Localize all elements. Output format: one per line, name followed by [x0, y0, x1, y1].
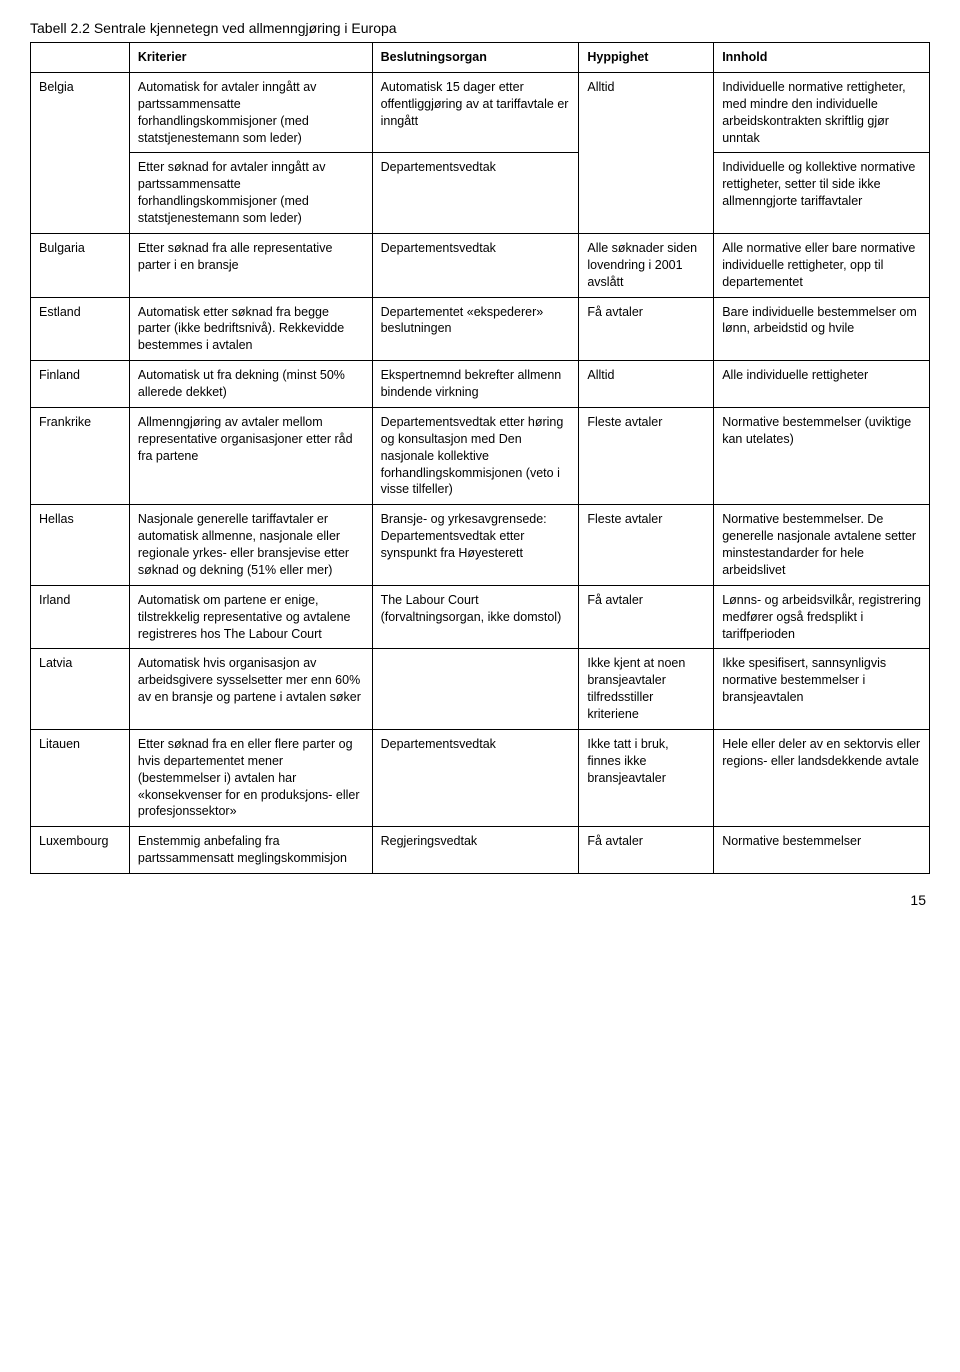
cell-hypp: Få avtaler — [579, 585, 714, 649]
cell-innhold: Alle individuelle rettigheter — [714, 361, 930, 408]
header-innhold: Innhold — [714, 43, 930, 73]
country-cell: Finland — [31, 361, 130, 408]
country-cell: Luxembourg — [31, 827, 130, 874]
cell-innhold: Normative bestemmelser (uviktige kan ute… — [714, 407, 930, 504]
table-row: Irland Automatisk om partene er enige, t… — [31, 585, 930, 649]
cell-kriterier: Automatisk om partene er enige, tilstrek… — [129, 585, 372, 649]
cell-beslut: Departementsvedtak — [372, 233, 579, 297]
cell-kriterier: Nasjonale generelle tariffavtaler er aut… — [129, 505, 372, 586]
cell-kriterier: Automatisk for avtaler inngått av partss… — [129, 72, 372, 153]
cell-innhold: Individuelle og kollektive normative ret… — [714, 153, 930, 234]
cell-kriterier: Automatisk hvis organisasjon av arbeidsg… — [129, 649, 372, 730]
table-row: Litauen Etter søknad fra en eller flere … — [31, 729, 930, 826]
cell-innhold: Bare individuelle bestemmelser om lønn, … — [714, 297, 930, 361]
cell-hypp: Få avtaler — [579, 297, 714, 361]
cell-beslut: Bransje- og yrkesavgrensede: Departement… — [372, 505, 579, 586]
cell-beslut: Regjeringsvedtak — [372, 827, 579, 874]
cell-hypp: Få avtaler — [579, 827, 714, 874]
main-table: Kriterier Beslutningsorgan Hyppighet Inn… — [30, 42, 930, 874]
country-cell: Estland — [31, 297, 130, 361]
cell-hypp: Alle søknader siden lovendring i 2001 av… — [579, 233, 714, 297]
table-title: Tabell 2.2 Sentrale kjennetegn ved allme… — [30, 20, 930, 36]
cell-innhold: Normative bestemmelser — [714, 827, 930, 874]
cell-innhold: Lønns- og arbeidsvilkår, registrering me… — [714, 585, 930, 649]
cell-kriterier: Etter søknad for avtaler inngått av part… — [129, 153, 372, 234]
cell-kriterier: Etter søknad fra en eller flere parter o… — [129, 729, 372, 826]
header-hyppighet: Hyppighet — [579, 43, 714, 73]
cell-hypp: Fleste avtaler — [579, 407, 714, 504]
header-beslutningsorgan: Beslutningsorgan — [372, 43, 579, 73]
country-cell: Belgia — [31, 72, 130, 233]
table-row: Belgia Automatisk for avtaler inngått av… — [31, 72, 930, 153]
cell-innhold: Normative bestemmelser. De generelle nas… — [714, 505, 930, 586]
header-kriterier: Kriterier — [129, 43, 372, 73]
table-row: Finland Automatisk ut fra dekning (minst… — [31, 361, 930, 408]
table-row: Estland Automatisk etter søknad fra begg… — [31, 297, 930, 361]
cell-kriterier: Etter søknad fra alle representative par… — [129, 233, 372, 297]
country-cell: Frankrike — [31, 407, 130, 504]
cell-beslut: Ekspertnemnd bekrefter allmenn bindende … — [372, 361, 579, 408]
cell-hypp: Ikke kjent at noen bransjeavtaler tilfre… — [579, 649, 714, 730]
cell-innhold: Hele eller deler av en sektorvis eller r… — [714, 729, 930, 826]
cell-kriterier: Allmenngjøring av avtaler mellom represe… — [129, 407, 372, 504]
table-row: Etter søknad for avtaler inngått av part… — [31, 153, 930, 234]
table-row: Hellas Nasjonale generelle tariffavtaler… — [31, 505, 930, 586]
cell-beslut: Departementsvedtak — [372, 729, 579, 826]
cell-beslut: Departementsvedtak etter høring og konsu… — [372, 407, 579, 504]
page-number: 15 — [30, 892, 930, 908]
cell-hypp: Fleste avtaler — [579, 505, 714, 586]
table-row: Frankrike Allmenngjøring av avtaler mell… — [31, 407, 930, 504]
cell-beslut: The Labour Court (forvaltningsorgan, ikk… — [372, 585, 579, 649]
header-blank — [31, 43, 130, 73]
table-row: Luxembourg Enstemmig anbefaling fra part… — [31, 827, 930, 874]
country-cell: Litauen — [31, 729, 130, 826]
cell-innhold: Ikke spesifisert, sannsynligvis normativ… — [714, 649, 930, 730]
table-row: Bulgaria Etter søknad fra alle represent… — [31, 233, 930, 297]
table-row: Latvia Automatisk hvis organisasjon av a… — [31, 649, 930, 730]
country-cell: Bulgaria — [31, 233, 130, 297]
cell-kriterier: Enstemmig anbefaling fra partssammensatt… — [129, 827, 372, 874]
cell-beslut — [372, 649, 579, 730]
country-cell: Latvia — [31, 649, 130, 730]
cell-beslut: Departementet «ekspederer» beslutningen — [372, 297, 579, 361]
cell-beslut: Automatisk 15 dager etter offentliggjøri… — [372, 72, 579, 153]
cell-hypp: Alltid — [579, 361, 714, 408]
cell-kriterier: Automatisk etter søknad fra begge parter… — [129, 297, 372, 361]
cell-hypp: Ikke tatt i bruk, finnes ikke bransjeavt… — [579, 729, 714, 826]
country-cell: Irland — [31, 585, 130, 649]
cell-kriterier: Automatisk ut fra dekning (minst 50% all… — [129, 361, 372, 408]
cell-innhold: Alle normative eller bare normative indi… — [714, 233, 930, 297]
header-row: Kriterier Beslutningsorgan Hyppighet Inn… — [31, 43, 930, 73]
cell-hypp: Alltid — [579, 72, 714, 233]
country-cell: Hellas — [31, 505, 130, 586]
cell-innhold: Individuelle normative rettigheter, med … — [714, 72, 930, 153]
cell-beslut: Departementsvedtak — [372, 153, 579, 234]
